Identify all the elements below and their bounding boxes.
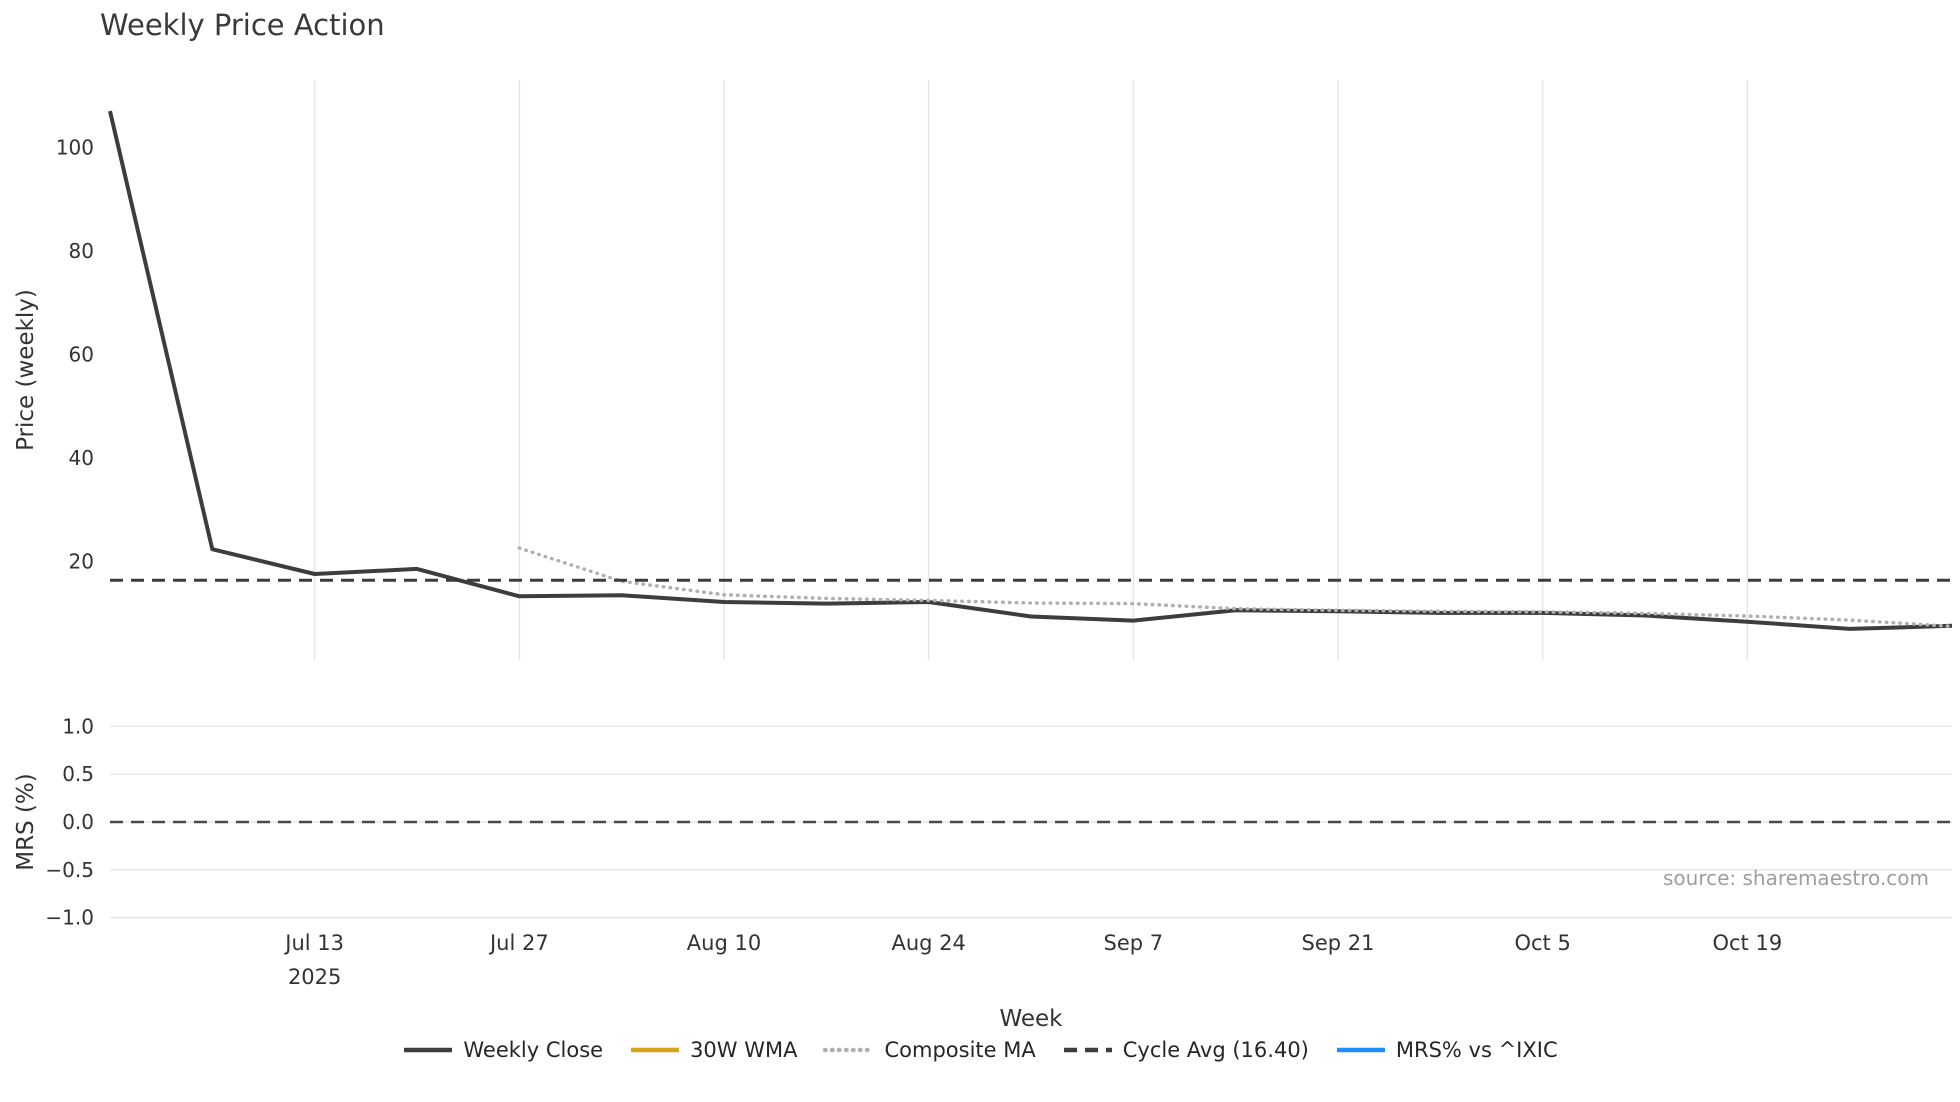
mrs-ytick-label: 1.0: [62, 714, 94, 738]
week-axis-label: Week: [999, 1006, 1063, 1032]
price-ytick-label: 100: [56, 135, 94, 159]
mrs-ytick-label: 0.0: [62, 810, 94, 834]
weekly-close-line: [108, 110, 1953, 631]
solid-line-swatch-icon: [631, 1047, 680, 1053]
x-tick-year-label: 2025: [288, 965, 341, 989]
x-tick-label: Aug 10: [687, 931, 761, 955]
price-axis-label: Price (weekly): [13, 289, 39, 451]
legend-label: 30W WMA: [690, 1038, 798, 1062]
mrs-ytick-label: 0.5: [62, 762, 94, 786]
legend-label: Cycle Avg (16.40): [1122, 1038, 1309, 1062]
mrs-ytick-label: −0.5: [45, 858, 94, 882]
mrs-ytick-label: −1.0: [45, 906, 94, 930]
legend-item-30w-wma: 30W WMA: [629, 1038, 797, 1062]
x-tick-label: Oct 19: [1712, 931, 1782, 955]
composite-ma-line: [517, 546, 1954, 629]
x-tick-label: Oct 5: [1514, 931, 1570, 955]
legend-item-cycle-avg-16-40: Cycle Avg (16.40): [1062, 1038, 1309, 1062]
x-tick-label: Aug 24: [891, 931, 965, 955]
price-ytick-label: 40: [69, 446, 94, 470]
dashed-line-swatch-icon: [1063, 1047, 1112, 1053]
chart-title: Weekly Price Action: [100, 8, 385, 42]
chart-legend: Weekly Close 30W WMA Composite MA Cycle Avg…: [0, 1038, 1960, 1062]
price-ytick-label: 20: [69, 550, 94, 574]
price-ytick-label: 60: [69, 342, 94, 366]
solid-line-swatch-icon: [1336, 1047, 1385, 1053]
legend-label: MRS% vs ^IXIC: [1395, 1038, 1558, 1062]
mrs-axis-label: MRS (%): [13, 773, 39, 871]
legend-label: Weekly Close: [463, 1038, 604, 1062]
legend-item-composite-ma: Composite MA: [823, 1038, 1036, 1062]
dotted-line-swatch-icon: [823, 1047, 876, 1053]
legend-item-weekly-close: Weekly Close: [402, 1038, 603, 1062]
x-tick-label: Jul 27: [488, 931, 549, 955]
legend-item-mrs-vs-ixic: MRS% vs ^IXIC: [1335, 1038, 1558, 1062]
price-ytick-label: 80: [69, 239, 94, 263]
legend-label: Composite MA: [884, 1038, 1036, 1062]
x-tick-label: Sep 21: [1302, 931, 1375, 955]
source-note: source: sharemaestro.com: [1663, 866, 1929, 890]
x-tick-label: Jul 13: [283, 931, 344, 955]
x-tick-label: Sep 7: [1104, 931, 1164, 955]
solid-line-swatch-icon: [404, 1047, 453, 1053]
